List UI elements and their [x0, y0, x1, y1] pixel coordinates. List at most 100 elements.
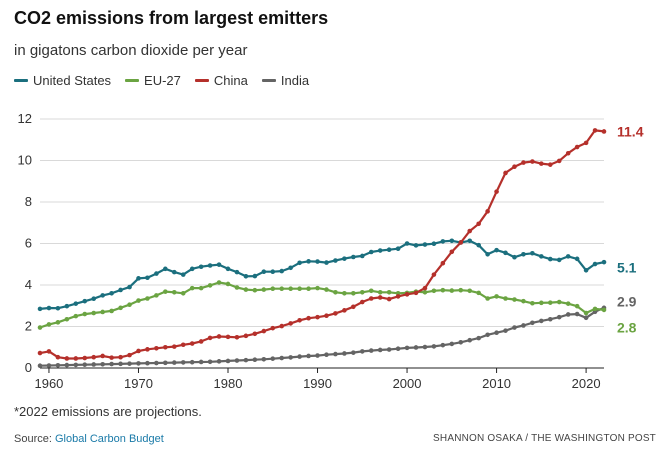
- point-eu-27-1987: [288, 286, 293, 292]
- point-eu-27-1975: [180, 291, 186, 296]
- point-united-states-2010: [494, 247, 499, 253]
- point-india-1988: [297, 354, 302, 359]
- source-link[interactable]: Global Carbon Budget: [54, 433, 164, 445]
- footnote: *2022 emissions are projections.: [14, 404, 202, 419]
- point-eu-27-1986: [279, 286, 285, 292]
- point-india-1973: [163, 360, 168, 366]
- point-china-1965: [91, 354, 97, 360]
- series-line-eu-27: [39, 281, 605, 329]
- point-eu-27-1991: [324, 287, 329, 292]
- point-india-2002: [422, 344, 428, 350]
- point-united-states-1983: [252, 273, 258, 279]
- point-india-2018: [565, 312, 571, 317]
- point-china-2017: [556, 158, 562, 164]
- point-eu-27-1993: [342, 291, 347, 296]
- y-tick-label-2: 4: [25, 277, 32, 292]
- point-united-states-1984: [261, 269, 267, 275]
- point-india-1981: [234, 358, 240, 363]
- end-label-united-states: 5.1: [617, 259, 637, 275]
- point-united-states-2004: [440, 239, 446, 244]
- point-united-states-2001: [413, 243, 419, 248]
- point-china-1990: [315, 314, 320, 320]
- point-india-2016: [547, 316, 553, 322]
- series-eu-27: [37, 280, 607, 330]
- point-united-states-1995: [359, 253, 365, 259]
- point-eu-27-1969: [127, 302, 132, 308]
- point-united-states-1971: [145, 275, 150, 281]
- point-united-states-2011: [503, 250, 508, 256]
- point-china-2006: [458, 240, 464, 245]
- legend-label-united-states: United States: [33, 73, 112, 88]
- point-united-states-2007: [467, 238, 473, 244]
- point-eu-27-2005: [449, 288, 455, 293]
- point-eu-27-2004: [440, 287, 446, 293]
- point-united-states-1980: [225, 266, 231, 272]
- point-india-1995: [359, 349, 365, 354]
- point-united-states-1967: [109, 291, 114, 296]
- point-india-1971: [145, 360, 150, 366]
- point-eu-27-2021: [592, 306, 598, 312]
- point-china-1974: [171, 344, 177, 349]
- point-india-2000: [404, 345, 410, 351]
- point-united-states-2003: [431, 241, 437, 247]
- point-china-2022: [601, 129, 607, 134]
- legend-swatch-united-states: [14, 79, 28, 82]
- point-united-states-1970: [136, 276, 141, 281]
- point-eu-27-2014: [530, 300, 535, 306]
- point-india-1991: [324, 352, 329, 358]
- point-india-2010: [494, 330, 499, 336]
- point-india-1968: [118, 361, 123, 367]
- point-india-2012: [512, 325, 517, 330]
- point-india-1984: [261, 356, 267, 362]
- point-china-1996: [368, 296, 374, 301]
- point-india-2006: [458, 339, 464, 345]
- point-china-1992: [333, 311, 338, 316]
- point-eu-27-1968: [118, 305, 123, 311]
- point-eu-27-1964: [82, 311, 88, 317]
- point-united-states-1998: [386, 247, 392, 253]
- point-united-states-1994: [351, 254, 356, 260]
- point-india-2019: [574, 311, 580, 317]
- point-china-2005: [449, 249, 455, 255]
- point-india-1989: [306, 353, 311, 359]
- point-india-1980: [225, 358, 231, 364]
- point-eu-27-1976: [189, 285, 195, 291]
- point-united-states-2021: [592, 261, 598, 267]
- point-china-2000: [404, 292, 410, 297]
- point-eu-27-1992: [333, 289, 338, 295]
- point-china-1997: [377, 295, 383, 300]
- point-china-1971: [145, 347, 150, 352]
- point-china-1984: [261, 328, 267, 334]
- point-china-1986: [279, 323, 285, 329]
- point-china-1970: [136, 348, 141, 354]
- point-china-1963: [73, 356, 79, 361]
- point-eu-27-1995: [359, 289, 365, 295]
- point-china-1995: [359, 299, 365, 305]
- end-label-eu-27: 2.8: [617, 320, 637, 336]
- point-united-states-1987: [288, 265, 293, 271]
- point-china-2019: [574, 144, 580, 150]
- legend-label-eu-27: EU-27: [144, 73, 181, 88]
- point-india-2007: [467, 337, 473, 343]
- point-india-2005: [449, 341, 455, 347]
- point-india-1990: [315, 353, 320, 358]
- point-united-states-1982: [243, 273, 249, 279]
- point-eu-27-1963: [73, 313, 79, 319]
- point-eu-27-2022: [601, 307, 607, 313]
- y-tick-label-5: 10: [18, 153, 32, 168]
- point-india-1997: [377, 347, 383, 353]
- credit: SHANNON OSAKA / THE WASHINGTON POST: [433, 433, 656, 444]
- point-china-1983: [252, 331, 258, 337]
- point-china-1988: [297, 317, 302, 323]
- end-label-china: 11.4: [617, 123, 644, 139]
- point-india-1962: [64, 362, 70, 368]
- point-eu-27-1983: [252, 287, 258, 293]
- point-china-1967: [109, 355, 114, 360]
- point-eu-27-2008: [476, 290, 481, 296]
- point-india-2001: [413, 345, 419, 350]
- point-eu-27-1989: [306, 286, 311, 292]
- point-china-2002: [422, 285, 428, 291]
- point-china-2010: [494, 189, 499, 194]
- point-eu-27-1982: [243, 287, 249, 292]
- point-united-states-2022: [601, 259, 607, 265]
